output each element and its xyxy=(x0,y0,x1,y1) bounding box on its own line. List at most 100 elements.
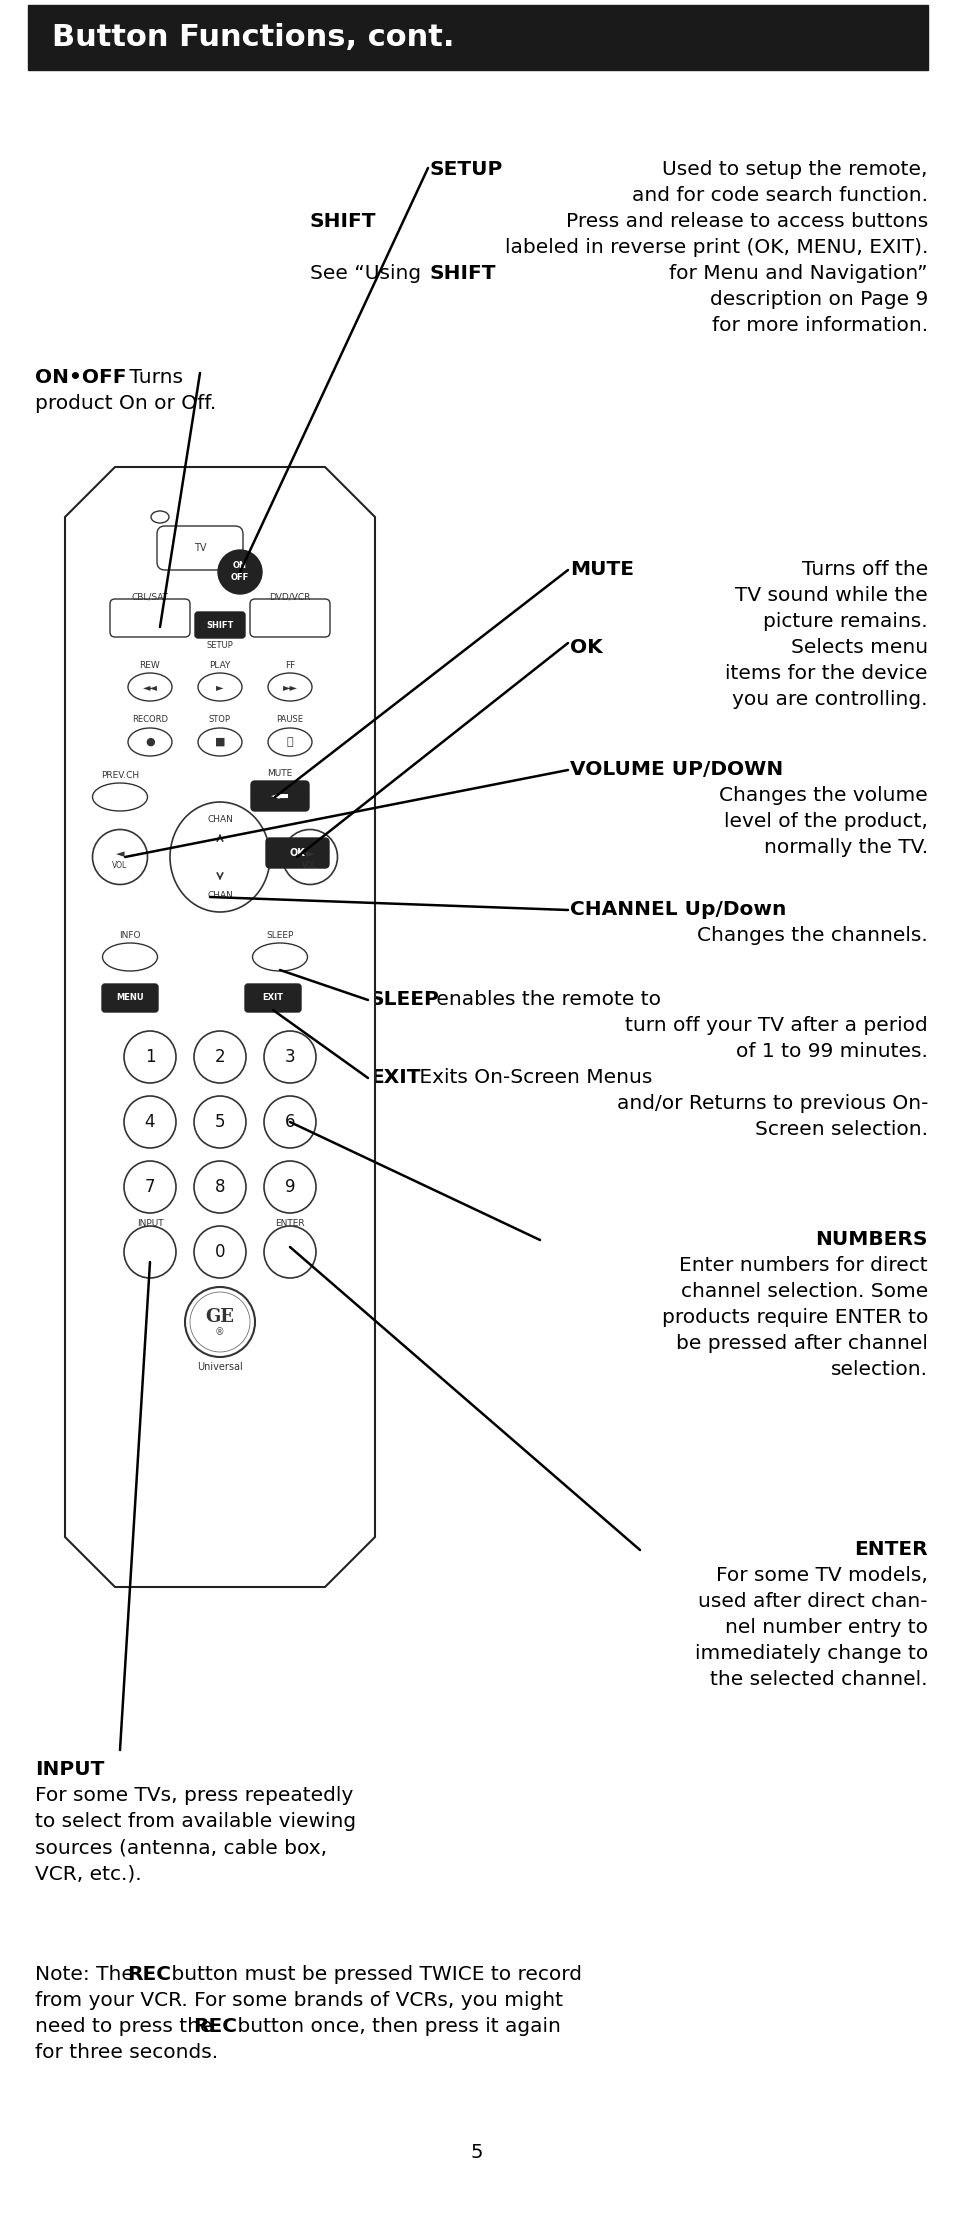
Ellipse shape xyxy=(151,510,169,523)
Ellipse shape xyxy=(170,802,270,913)
Text: labeled in reverse print (OK, MENU, EXIT).: labeled in reverse print (OK, MENU, EXIT… xyxy=(504,238,927,256)
Text: ►: ► xyxy=(305,848,314,860)
FancyBboxPatch shape xyxy=(250,599,330,637)
PathPatch shape xyxy=(65,468,375,1588)
Text: description on Page 9: description on Page 9 xyxy=(709,290,927,310)
Text: from your VCR. For some brands of VCRs, you might: from your VCR. For some brands of VCRs, … xyxy=(35,1991,562,2011)
Ellipse shape xyxy=(253,942,307,971)
Text: 2: 2 xyxy=(214,1049,225,1067)
Ellipse shape xyxy=(92,784,148,811)
Text: 4: 4 xyxy=(145,1114,155,1131)
Text: need to press the: need to press the xyxy=(35,2018,218,2035)
Text: 1: 1 xyxy=(145,1049,155,1067)
Text: For some TVs, press repeatedly: For some TVs, press repeatedly xyxy=(35,1786,353,1806)
Circle shape xyxy=(124,1227,175,1278)
Text: Turns off the: Turns off the xyxy=(801,559,927,579)
Text: CHAN: CHAN xyxy=(207,891,233,900)
FancyBboxPatch shape xyxy=(251,782,309,811)
FancyBboxPatch shape xyxy=(102,984,158,1011)
Ellipse shape xyxy=(268,728,312,755)
FancyBboxPatch shape xyxy=(266,837,329,869)
Text: ⏸: ⏸ xyxy=(287,737,293,746)
Circle shape xyxy=(193,1227,246,1278)
Text: Selects menu: Selects menu xyxy=(790,637,927,657)
Text: ◄◄: ◄◄ xyxy=(142,681,157,693)
Text: CHANNEL Up/Down: CHANNEL Up/Down xyxy=(569,900,785,920)
Text: PREV.CH: PREV.CH xyxy=(101,771,139,779)
Bar xyxy=(28,4,927,69)
Text: ON: ON xyxy=(233,561,247,570)
Ellipse shape xyxy=(198,728,242,755)
Text: MENU: MENU xyxy=(116,993,144,1002)
Text: 6: 6 xyxy=(284,1114,294,1131)
Ellipse shape xyxy=(268,673,312,702)
Text: Universal: Universal xyxy=(197,1363,243,1372)
Text: 3: 3 xyxy=(284,1049,295,1067)
FancyBboxPatch shape xyxy=(157,526,243,570)
Text: Turns: Turns xyxy=(123,367,183,387)
Text: for Menu and Navigation”: for Menu and Navigation” xyxy=(669,265,927,283)
Text: PAUSE: PAUSE xyxy=(276,715,303,724)
Text: NUMBERS: NUMBERS xyxy=(815,1229,927,1249)
Text: See “Using: See “Using xyxy=(310,265,427,283)
Text: 9: 9 xyxy=(284,1178,294,1196)
Text: 8: 8 xyxy=(214,1178,225,1196)
Text: REC: REC xyxy=(127,1964,171,1984)
Text: Used to setup the remote,: Used to setup the remote, xyxy=(661,160,927,178)
Text: and/or Returns to previous On-: and/or Returns to previous On- xyxy=(616,1093,927,1114)
Circle shape xyxy=(264,1096,315,1147)
Text: SHIFT: SHIFT xyxy=(206,621,233,630)
Text: level of the product,: level of the product, xyxy=(723,813,927,831)
Text: channel selection. Some: channel selection. Some xyxy=(680,1283,927,1301)
Text: normally the TV.: normally the TV. xyxy=(763,837,927,857)
Text: and for code search function.: and for code search function. xyxy=(631,187,927,205)
Text: 5: 5 xyxy=(214,1114,225,1131)
Text: ■: ■ xyxy=(214,737,225,746)
Text: ●: ● xyxy=(145,737,154,746)
Text: Changes the channels.: Changes the channels. xyxy=(697,926,927,944)
Text: DVD/VCR: DVD/VCR xyxy=(269,592,311,601)
Text: 5: 5 xyxy=(470,2142,483,2162)
Text: For some TV models,: For some TV models, xyxy=(716,1566,927,1586)
Text: ◄▬: ◄▬ xyxy=(271,791,289,802)
Text: selection.: selection. xyxy=(830,1361,927,1379)
Text: enables the remote to: enables the remote to xyxy=(430,991,660,1009)
Ellipse shape xyxy=(198,673,242,702)
Text: 0: 0 xyxy=(214,1243,225,1260)
Text: SHIFT: SHIFT xyxy=(430,265,496,283)
Text: INPUT: INPUT xyxy=(35,1759,104,1779)
Text: be pressed after channel: be pressed after channel xyxy=(676,1334,927,1354)
Text: Note: The: Note: The xyxy=(35,1964,140,1984)
Text: FF: FF xyxy=(285,661,294,670)
Ellipse shape xyxy=(128,673,172,702)
Text: ENTER: ENTER xyxy=(274,1220,305,1229)
Text: VCR, etc.).: VCR, etc.). xyxy=(35,1864,141,1884)
Text: button once, then press it again: button once, then press it again xyxy=(231,2018,560,2035)
Text: products require ENTER to: products require ENTER to xyxy=(661,1307,927,1327)
Text: OFF: OFF xyxy=(231,575,249,583)
Text: the selected channel.: the selected channel. xyxy=(710,1670,927,1688)
Text: ►: ► xyxy=(216,681,224,693)
Text: PLAY: PLAY xyxy=(209,661,231,670)
Text: nel number entry to: nel number entry to xyxy=(724,1619,927,1637)
Ellipse shape xyxy=(92,828,148,884)
Text: EXIT: EXIT xyxy=(262,993,283,1002)
Circle shape xyxy=(190,1292,250,1352)
Text: SHIFT: SHIFT xyxy=(310,212,376,232)
Text: ◄: ◄ xyxy=(115,848,124,860)
Text: OK: OK xyxy=(289,848,305,857)
Circle shape xyxy=(193,1096,246,1147)
Text: ►►: ►► xyxy=(282,681,297,693)
Circle shape xyxy=(264,1160,315,1214)
Text: sources (antenna, cable box,: sources (antenna, cable box, xyxy=(35,1837,327,1857)
Text: Exits On-Screen Menus: Exits On-Screen Menus xyxy=(413,1069,652,1087)
Text: Press and release to access buttons: Press and release to access buttons xyxy=(565,212,927,232)
Text: items for the device: items for the device xyxy=(724,664,927,684)
Text: turn off your TV after a period: turn off your TV after a period xyxy=(624,1016,927,1036)
Text: TV: TV xyxy=(193,543,206,552)
Text: used after direct chan-: used after direct chan- xyxy=(698,1592,927,1610)
Text: RECORD: RECORD xyxy=(132,715,168,724)
Text: EXIT: EXIT xyxy=(370,1069,420,1087)
Text: immediately change to: immediately change to xyxy=(694,1644,927,1664)
Text: ENTER: ENTER xyxy=(854,1541,927,1559)
